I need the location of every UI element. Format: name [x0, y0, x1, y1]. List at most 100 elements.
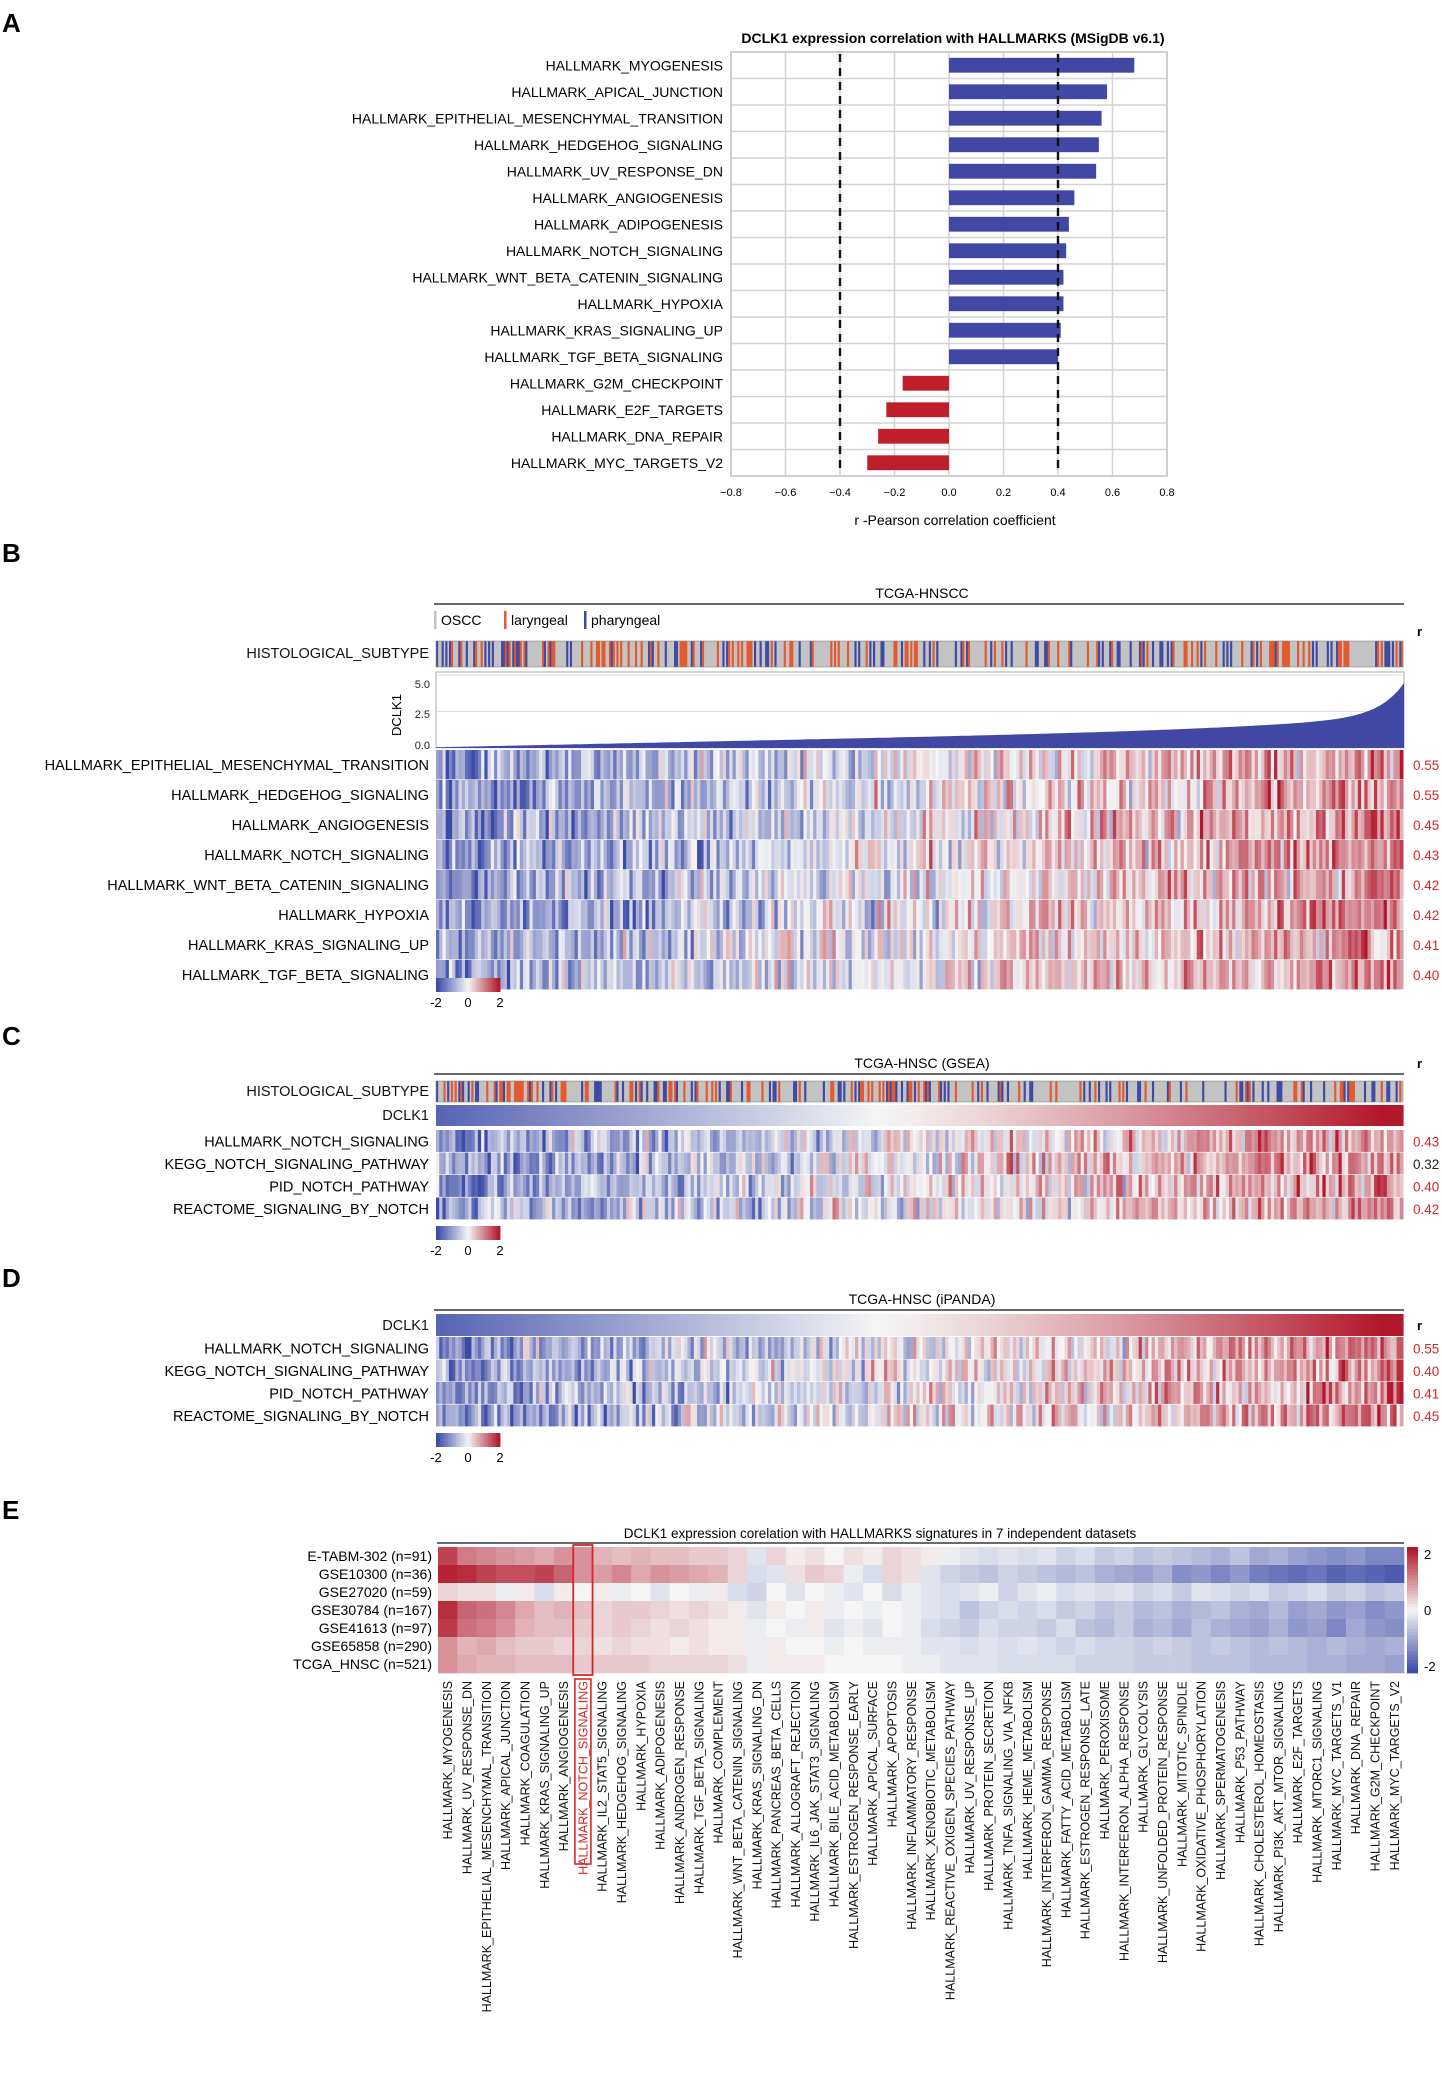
D-heat-r0-c208: [1106, 1337, 1111, 1359]
B-heat-r5-c185: [1032, 900, 1037, 930]
D-heat-r0-c123: [832, 1337, 837, 1359]
B-heat-r7-c214: [1125, 960, 1130, 990]
C-anno-tick-109: [638, 1081, 641, 1102]
C-anno-tick-424: [1224, 1081, 1227, 1102]
C-heat-r0-c25: [516, 1130, 521, 1152]
C-anno-tick-229: [861, 1081, 864, 1102]
B-heat-r5-c296: [1390, 900, 1394, 930]
B-heat-r0-c281: [1341, 750, 1346, 780]
B-heat-r5-c11: [471, 900, 476, 930]
C-heat-r1-c80: [693, 1152, 698, 1175]
B-heat-r2-c246: [1228, 810, 1233, 840]
C-heat-r3-c94: [738, 1197, 743, 1220]
B-heat-r0-c169: [980, 750, 985, 780]
B-heat-r5-c286: [1357, 900, 1362, 930]
B-heat-r6-c195: [1064, 930, 1069, 960]
C-anno-tick-168: [748, 1081, 751, 1102]
B-heat-r5-c93: [735, 900, 740, 930]
C-heat-r1-c123: [832, 1152, 837, 1175]
B-heat-r5-c120: [822, 900, 827, 930]
B-heat-r0-c137: [877, 750, 882, 780]
C-heat-r1-c116: [809, 1152, 814, 1175]
B-anno-tick-510: [1384, 641, 1387, 667]
B-heat-r2-c282: [1344, 810, 1349, 840]
C-anno-tick-43: [515, 1081, 519, 1102]
D-grad-cell-132: [1074, 1314, 1080, 1336]
C-heat-r1-c210: [1112, 1152, 1117, 1175]
B-heat-r0-c122: [829, 750, 833, 780]
B-heat-r2-c51: [600, 810, 605, 840]
C-heat-r2-c248: [1235, 1175, 1240, 1197]
B-heat-r4-c253: [1251, 870, 1256, 900]
C-anno-tick-225: [854, 1081, 857, 1102]
B-heat-r4-c48: [590, 870, 595, 900]
B-heat-r0-c298: [1396, 750, 1401, 780]
B-heat-r6-c60: [629, 930, 634, 960]
B-heat-r1-c171: [987, 780, 991, 810]
B-heat-r0-c285: [1354, 750, 1359, 780]
B-heat-r4-c119: [819, 870, 824, 900]
C-grad-cell-149: [1156, 1105, 1162, 1126]
C-grad-cell-109: [963, 1105, 969, 1126]
C-heat-r1-c83: [703, 1152, 708, 1175]
C-heat-r1-c264: [1286, 1152, 1291, 1175]
B-heat-r5-c133: [864, 900, 869, 930]
B-heat-r7-c123: [832, 960, 837, 990]
D-heat-r1-c29: [529, 1359, 534, 1382]
B-heat-r1-c74: [674, 780, 679, 810]
B-anno-tick-24: [480, 641, 483, 667]
B-heat-r3-c7: [458, 840, 463, 870]
B-heat-r2-c147: [909, 810, 914, 840]
B-heat-r3-c284: [1351, 840, 1356, 870]
C-heat-r2-c228: [1170, 1175, 1175, 1197]
panel-c-subtype-strip: [435, 1080, 1404, 1103]
B-heat-r3-c247: [1232, 840, 1236, 870]
C-heat-r0-c152: [925, 1130, 930, 1152]
B-heat-r0-c243: [1219, 750, 1223, 780]
B-heat-r4-c67: [651, 870, 656, 900]
C-heat-r1-c126: [842, 1152, 846, 1175]
C-anno-tick-223: [850, 1081, 853, 1102]
B-heat-r4-c295: [1386, 870, 1391, 900]
B-heat-r5-c193: [1058, 900, 1062, 930]
B-heat-r5-c56: [616, 900, 621, 930]
B-heat-r6-c228: [1170, 930, 1175, 960]
D-heat-r1-c9: [465, 1359, 469, 1382]
panel-c-r-3: 0.42: [1413, 1202, 1439, 1217]
B-heat-r0-c133: [864, 750, 869, 780]
B-heat-r3-c295: [1386, 840, 1391, 870]
B-heat-r0-c279: [1335, 750, 1340, 780]
C-anno-tick-403: [1185, 1081, 1188, 1102]
B-anno-tick-169: [750, 641, 753, 667]
B-heat-r2-c95: [742, 810, 746, 840]
D-grad-cell-25: [556, 1314, 563, 1336]
B-heat-r0-c166: [971, 750, 975, 780]
B-heat-r4-c163: [961, 870, 966, 900]
D-heat-r1-c32: [539, 1359, 543, 1382]
C-anno-tick-122: [662, 1081, 666, 1102]
B-heat-r3-c276: [1325, 840, 1330, 870]
B-anno-tick-171: [753, 641, 757, 667]
B-heat-r7-c94: [738, 960, 743, 990]
C-heat-r3-c90: [726, 1197, 730, 1220]
D-heat-r0-c236: [1196, 1337, 1201, 1359]
C-heat-r1-c113: [800, 1152, 804, 1175]
C-heat-r1-c68: [655, 1152, 659, 1175]
C-heat-r1-c77: [684, 1152, 688, 1175]
C-grad-cell-139: [1108, 1105, 1114, 1126]
D-heat-r0-c206: [1100, 1337, 1104, 1359]
B-heat-r6-c75: [677, 930, 682, 960]
D-heat-r0-c9: [465, 1337, 469, 1359]
B-heat-r4-c244: [1222, 870, 1227, 900]
D-grad-cell-82: [832, 1314, 838, 1336]
B-heat-r3-c44: [577, 840, 582, 870]
D-heat-r0-c220: [1145, 1337, 1149, 1359]
B-heat-r1-c155: [935, 780, 940, 810]
D-heat-r1-c55: [613, 1359, 618, 1382]
B-heat-r0-c109: [787, 750, 792, 780]
D-grad-cell-75: [798, 1314, 805, 1336]
C-heat-r1-c169: [980, 1152, 985, 1175]
B-heat-r4-c294: [1383, 870, 1388, 900]
B-heat-r1-c4: [448, 780, 453, 810]
D-heat-r1-c27: [523, 1359, 527, 1382]
